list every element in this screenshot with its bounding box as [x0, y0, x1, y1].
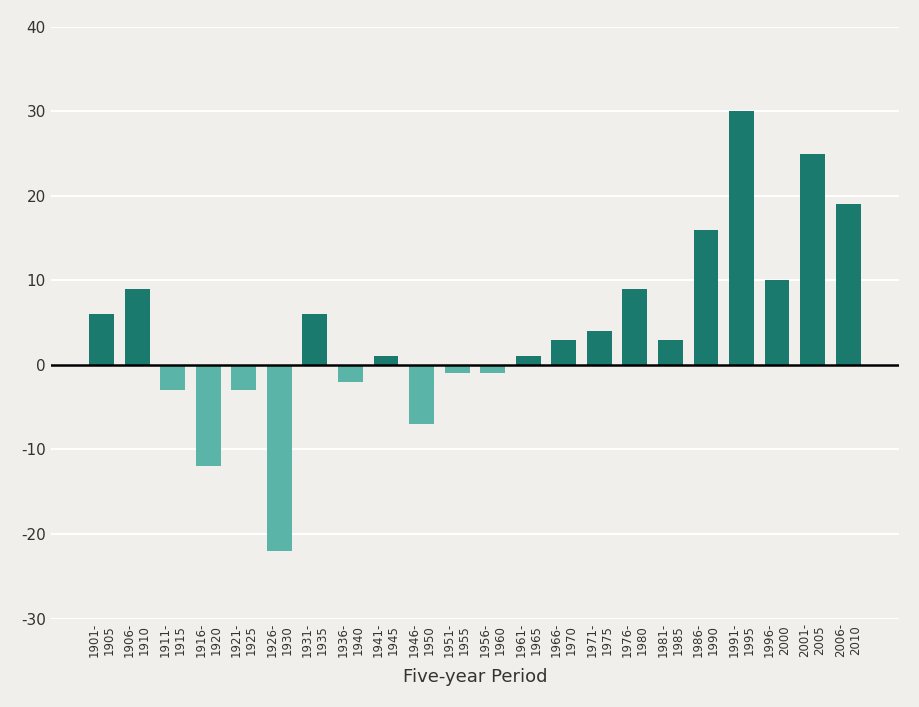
Bar	[657, 339, 682, 365]
Bar	[622, 289, 647, 365]
Bar	[586, 331, 611, 365]
Bar	[550, 339, 575, 365]
Bar	[516, 356, 540, 365]
Bar	[444, 365, 469, 373]
X-axis label: Five-year Period: Five-year Period	[403, 668, 547, 686]
Bar	[693, 230, 718, 365]
Bar	[302, 314, 327, 365]
Bar	[125, 289, 150, 365]
Bar	[800, 153, 824, 365]
Bar	[196, 365, 221, 467]
Bar	[373, 356, 398, 365]
Bar	[409, 365, 434, 424]
Bar	[337, 365, 362, 382]
Bar	[267, 365, 291, 551]
Bar	[89, 314, 114, 365]
Bar	[728, 112, 754, 365]
Bar	[834, 204, 859, 365]
Bar	[764, 281, 789, 365]
Bar	[231, 365, 256, 390]
Bar	[480, 365, 505, 373]
Bar	[160, 365, 185, 390]
